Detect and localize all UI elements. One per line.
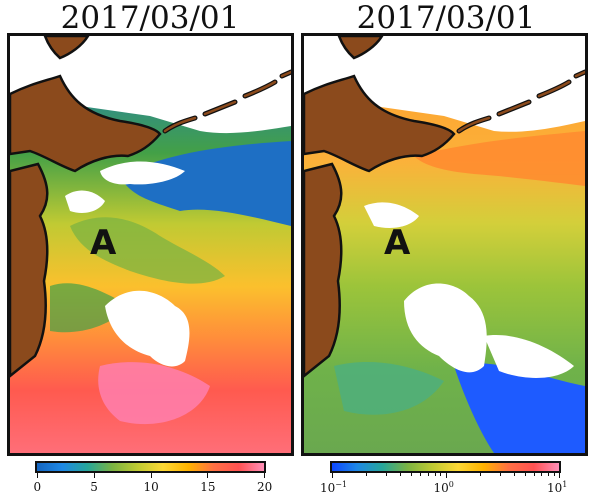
colorbar-tick-mark — [150, 473, 152, 478]
colorbar-tick-label: 20 — [257, 480, 273, 494]
colorbar-tick-label: 10 — [143, 480, 159, 494]
land-kurils-fill — [163, 70, 291, 133]
colorbar-major-tick — [445, 473, 447, 478]
colorbar-minor-tick — [553, 473, 555, 476]
colorbar-minor-tick — [400, 473, 402, 476]
left-map-title: 2017/03/01 — [60, 0, 240, 36]
land-sakhalin-tip — [337, 36, 384, 60]
colorbar-minor-tick — [440, 473, 442, 476]
colorbar-major-tick — [559, 473, 560, 478]
low-concentration-southeast — [454, 363, 585, 453]
right-map-svg: A — [304, 36, 585, 453]
location-marker-a: A — [90, 223, 117, 263]
left-map-panel: A — [7, 33, 294, 456]
land-honshu — [304, 162, 343, 378]
colorbar-tick-label: 100 — [433, 480, 454, 495]
colorbar-tick-label: 5 — [90, 480, 98, 494]
colorbar-minor-tick — [548, 473, 549, 476]
location-marker-a: A — [384, 223, 411, 263]
teal-patch — [334, 361, 444, 415]
pink-patch — [98, 362, 210, 425]
right-map-title: 2017/03/01 — [356, 0, 536, 36]
colorbar-minor-tick — [386, 473, 388, 476]
green-eddy — [70, 217, 225, 284]
missing-data-center — [105, 290, 190, 367]
land-sakhalin-tip — [43, 36, 90, 60]
colorbar-tick-label: 15 — [200, 480, 216, 494]
colorbar-minor-tick — [533, 473, 535, 476]
high-concentration-north — [414, 131, 585, 186]
colorbar-tick-mark — [264, 473, 265, 478]
colorbar-minor-tick — [479, 473, 481, 476]
colorbar-tick-label: 101 — [547, 480, 568, 495]
land-kurils-fill — [457, 70, 585, 133]
colorbar-minor-tick — [541, 473, 543, 476]
colorbar-minor-tick — [499, 473, 501, 476]
left-colorbar — [35, 461, 266, 473]
right-map-panel: A — [301, 33, 588, 456]
colorbar-tick-label: 0 — [33, 480, 42, 494]
colorbar-minor-tick — [366, 473, 368, 476]
colorbar-minor-tick — [434, 473, 436, 476]
colorbar-tick-label: 10−1 — [320, 480, 348, 495]
land-hokkaido — [304, 74, 456, 173]
missing-data-strip — [100, 161, 185, 185]
missing-data-west — [65, 190, 105, 213]
land-hokkaido — [10, 74, 162, 173]
cold-water-region — [120, 141, 291, 226]
colorbar-tick-mark — [37, 473, 38, 478]
colorbar-minor-tick — [524, 473, 526, 476]
land-honshu — [10, 162, 49, 378]
colorbar-major-tick — [332, 473, 333, 478]
colorbar-minor-tick — [420, 473, 422, 476]
missing-data-center — [404, 283, 487, 373]
colorbar-minor-tick — [427, 473, 429, 476]
colorbar-tick-mark — [207, 473, 209, 478]
right-colorbar — [330, 461, 561, 473]
missing-data-south-east — [484, 335, 574, 378]
colorbar-minor-tick — [513, 473, 515, 476]
missing-data-gap — [364, 202, 419, 228]
colorbar-tick-mark — [93, 473, 95, 478]
colorbar-minor-tick — [411, 473, 413, 476]
left-map-svg: A — [10, 36, 291, 453]
